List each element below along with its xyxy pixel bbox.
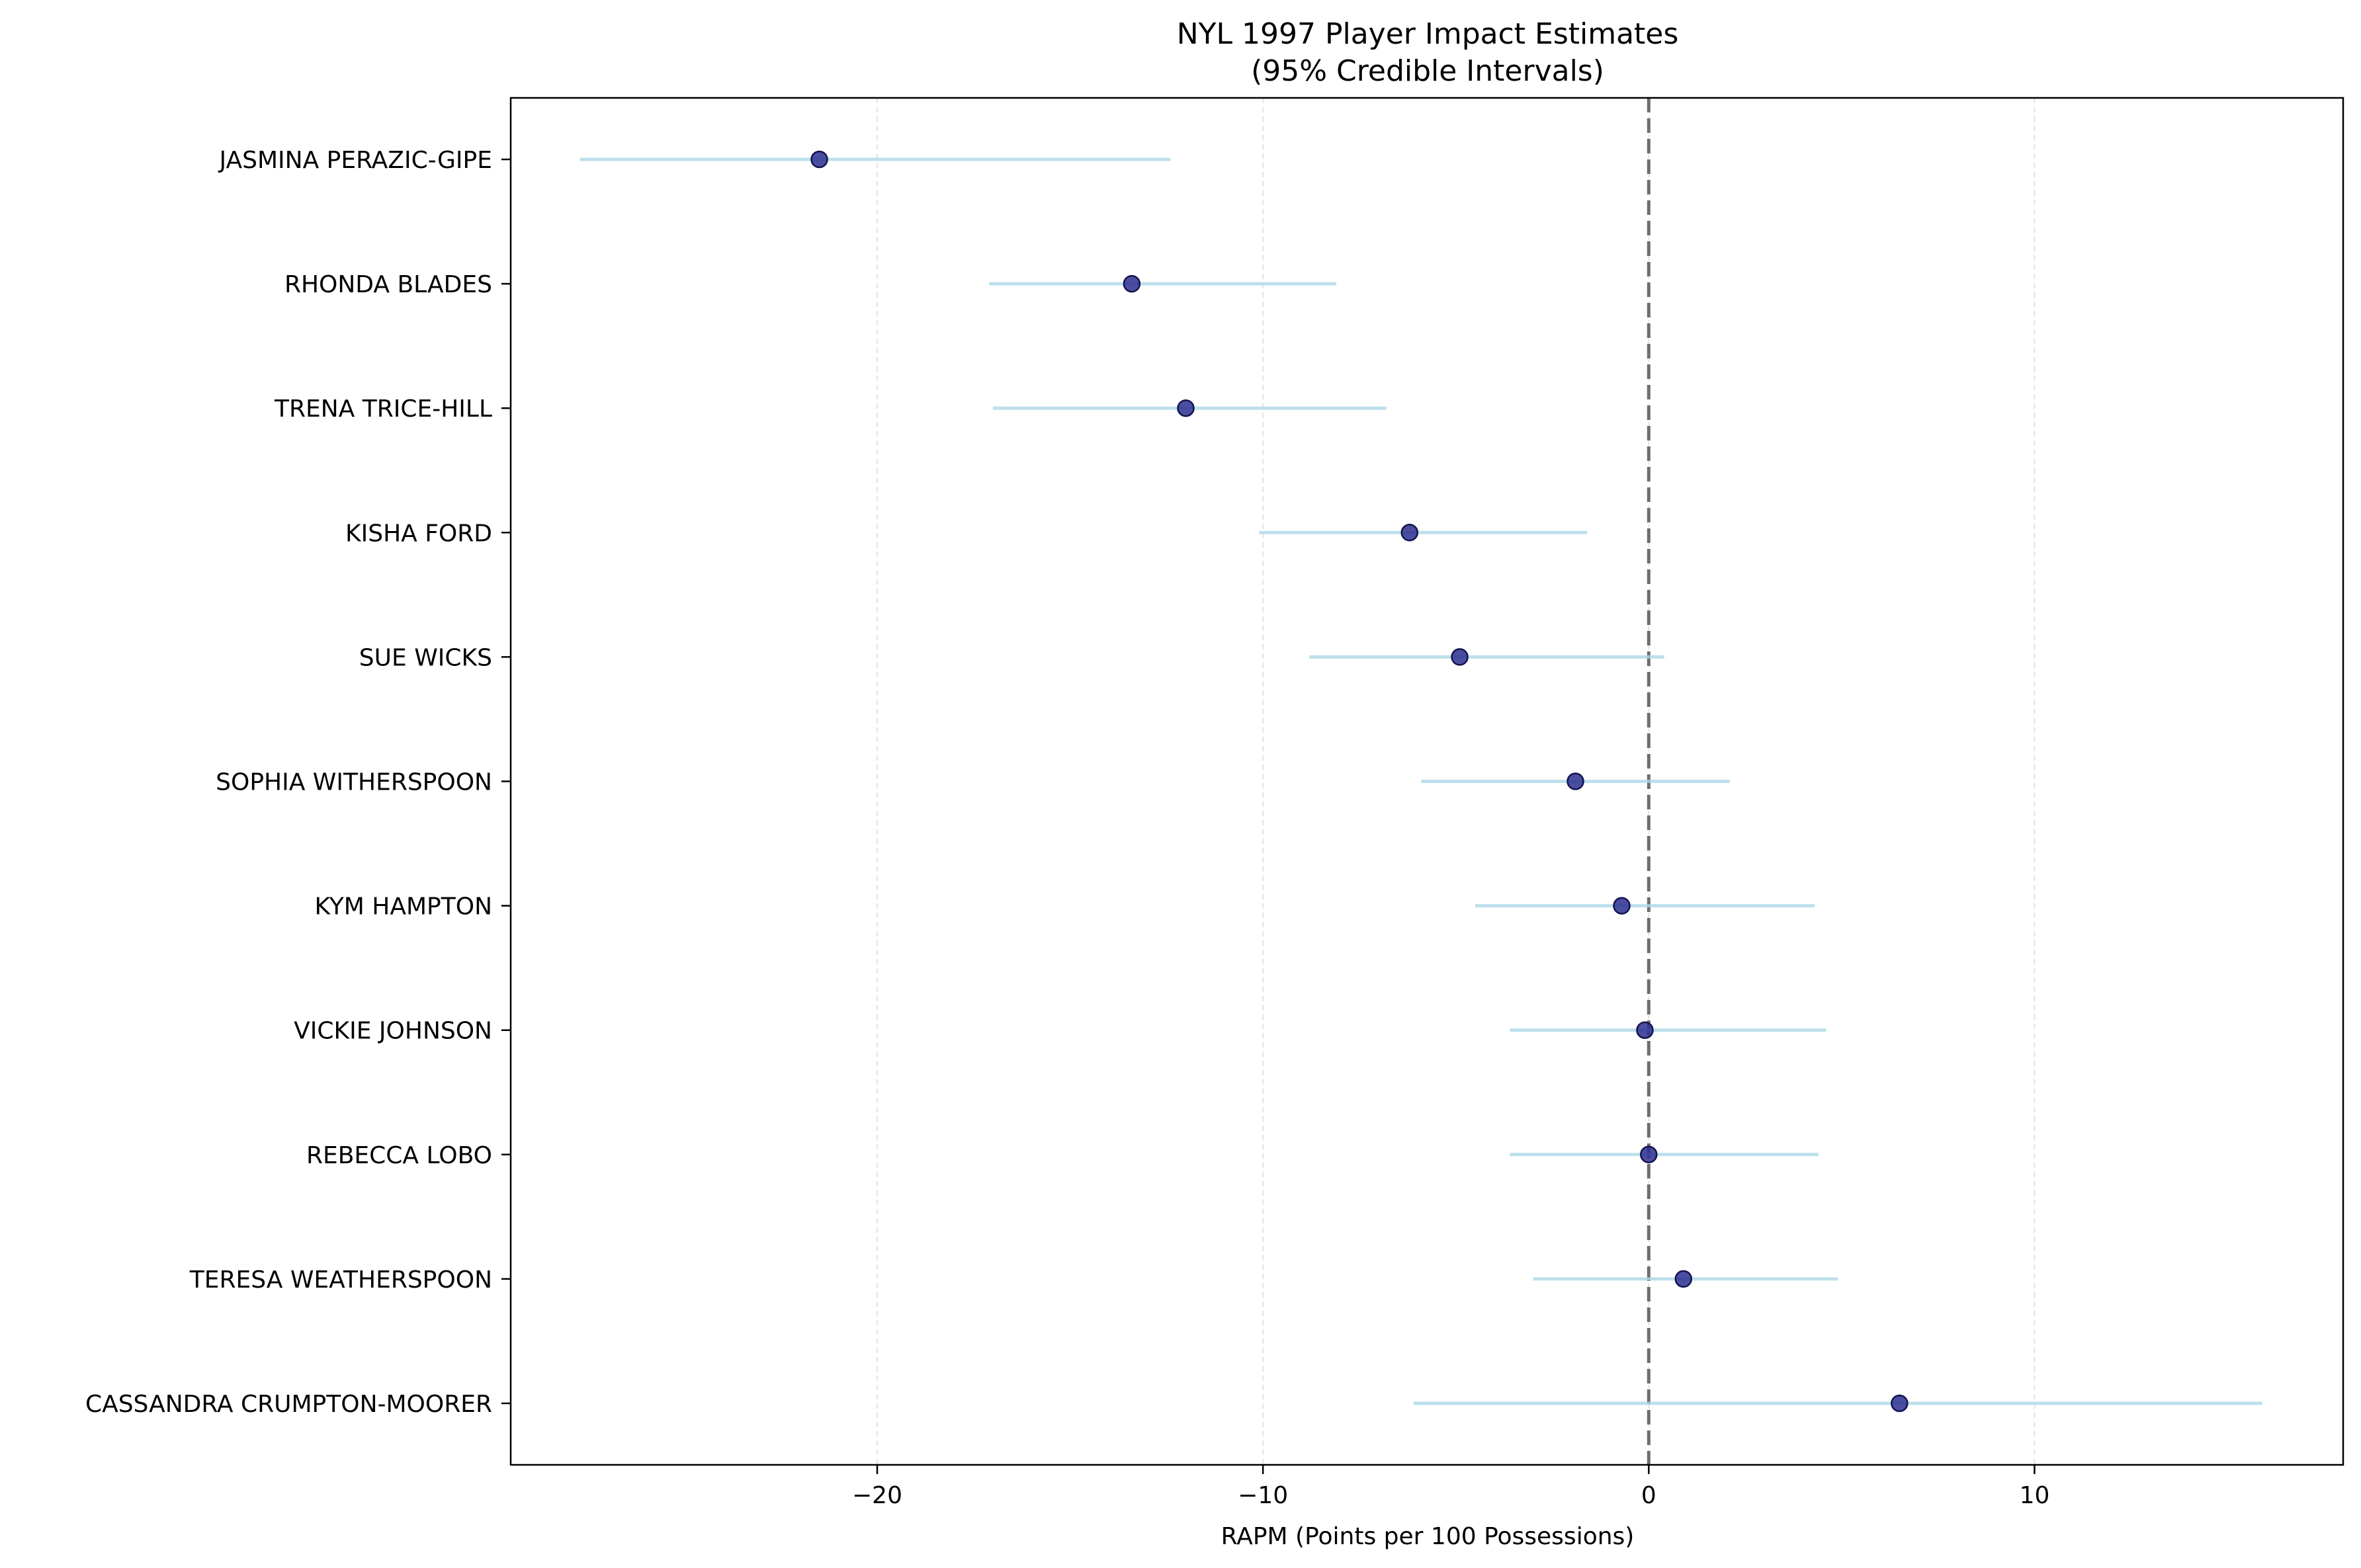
estimate-point — [1674, 1270, 1693, 1288]
player-name-label: CASSANDRA CRUMPTON-MOORER — [85, 1391, 492, 1418]
estimate-point — [1613, 897, 1631, 915]
player-name-label: SOPHIA WITHERSPOON — [216, 769, 492, 796]
estimate-point — [1636, 1021, 1654, 1039]
player-name-label: TERESA WEATHERSPOON — [189, 1266, 492, 1294]
x-axis-ticks: −20 −10 0 10 — [852, 1465, 2049, 1509]
player-name-label: REBECCA LOBO — [306, 1142, 492, 1169]
x-tick-label: 0 — [1641, 1482, 1656, 1509]
player-name-label: RHONDA BLADES — [284, 271, 492, 298]
player-name-label: TRENA TRICE-HILL — [274, 395, 492, 423]
player-name-label: VICKIE JOHNSON — [294, 1018, 492, 1045]
estimate-point — [1891, 1394, 1909, 1413]
player-name-label: KISHA FORD — [345, 520, 492, 547]
chart-title: NYL 1997 Player Impact Estimates — [1177, 17, 1679, 51]
estimate-point — [1177, 399, 1195, 417]
x-tick-label: −20 — [852, 1482, 902, 1509]
estimate-point — [810, 150, 828, 169]
estimate-point — [1400, 524, 1419, 542]
estimate-point — [1123, 274, 1141, 293]
x-tick-label: 10 — [2020, 1482, 2050, 1509]
estimate-points — [810, 150, 1909, 1413]
estimate-point — [1451, 648, 1469, 666]
player-name-label: KYM HAMPTON — [314, 893, 492, 921]
player-name-label: SUE WICKS — [359, 644, 492, 671]
estimate-point — [1567, 772, 1584, 790]
credible-intervals — [580, 157, 2262, 1405]
chart-subtitle: (95% Credible Intervals) — [1251, 54, 1604, 88]
x-tick-label: −10 — [1238, 1482, 1288, 1509]
x-axis-label: RAPM (Points per 100 Possessions) — [1221, 1523, 1635, 1550]
y-axis-ticks: JASMINA PERAZIC-GIPE RHONDA BLADES TRENA T… — [85, 147, 511, 1418]
player-name-label: JASMINA PERAZIC-GIPE — [218, 147, 492, 174]
estimate-point — [1640, 1145, 1658, 1164]
